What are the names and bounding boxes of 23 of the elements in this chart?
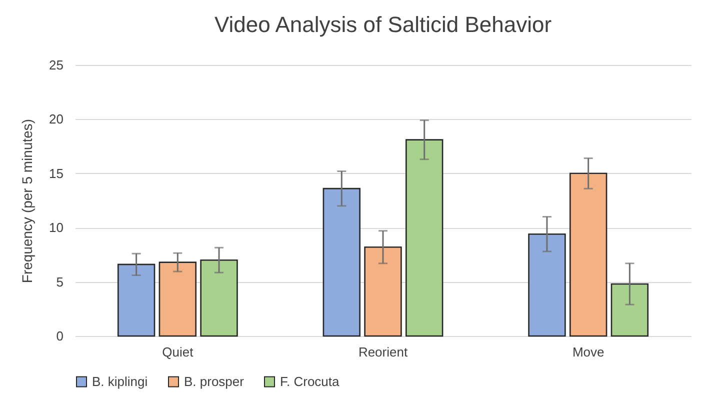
y-tick-label: 5 — [56, 274, 64, 290]
y-tick-label: 20 — [49, 112, 64, 127]
legend-label: B. prosper — [184, 374, 245, 389]
bar — [569, 172, 608, 337]
bar — [364, 246, 402, 337]
bar — [406, 139, 444, 337]
y-axis-title: Frequency (per 5 minutes) — [19, 118, 36, 284]
y-tick-label: 10 — [49, 220, 64, 236]
y-tick-label: 25 — [49, 58, 64, 72]
bar — [158, 262, 197, 337]
y-tick-label: 15 — [49, 166, 64, 181]
bar — [610, 283, 649, 337]
y-tick-label: 0 — [56, 328, 64, 344]
legend-label: B. kiplingi — [92, 374, 148, 389]
bar — [528, 233, 566, 337]
legend-label: F. Crocuta — [280, 374, 340, 389]
bar — [322, 188, 360, 337]
chart-title: Video Analysis of Salticid Behavior — [214, 12, 552, 37]
bar — [200, 259, 238, 337]
x-tick-label: Move — [572, 344, 604, 360]
bar — [117, 264, 156, 337]
x-tick-label: Quiet — [162, 344, 194, 360]
x-tick-label: Reorient — [358, 344, 408, 360]
